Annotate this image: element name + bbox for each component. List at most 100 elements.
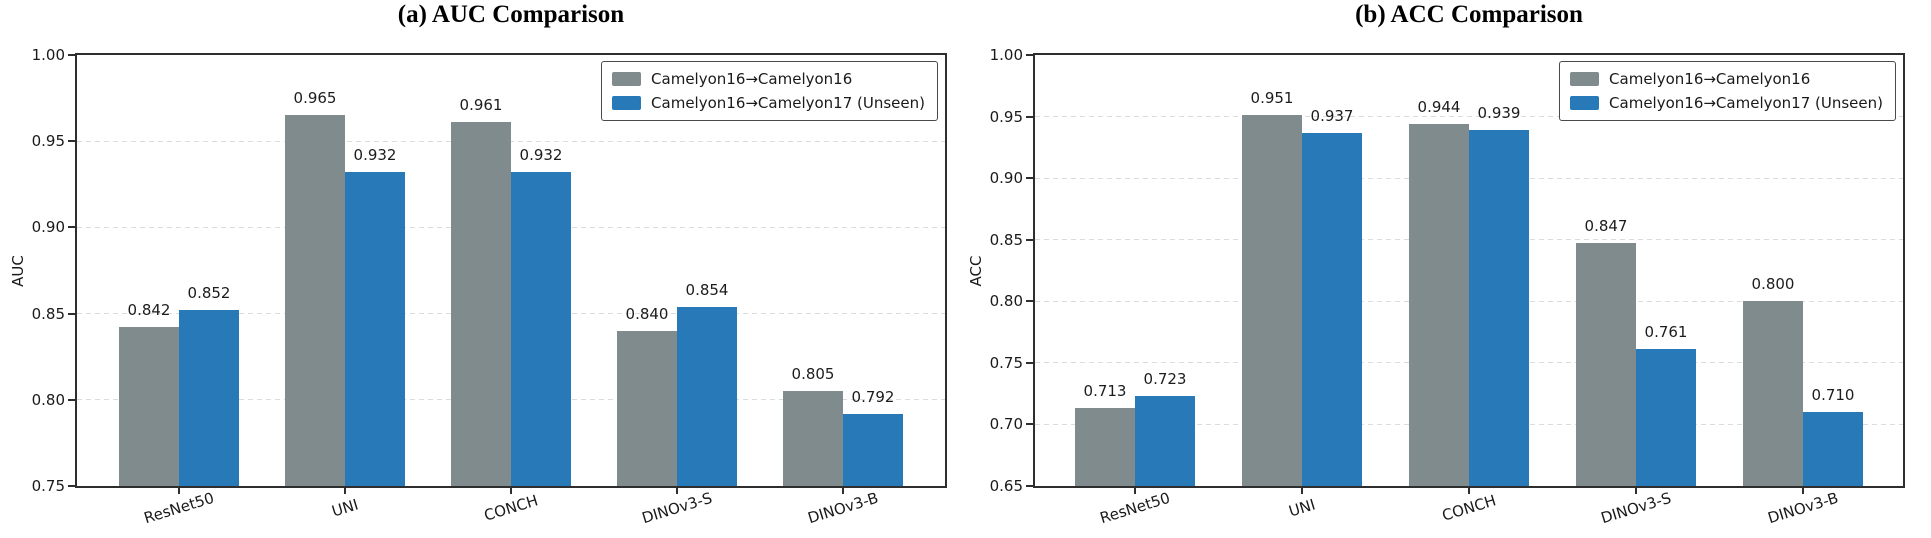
legend-label: Camelyon16→Camelyon16 xyxy=(651,70,853,88)
bar-value-label: 0.847 xyxy=(1584,217,1628,236)
bar-value-label: 0.932 xyxy=(519,146,563,165)
bar xyxy=(1576,243,1636,486)
x-category-label: ResNet50 xyxy=(1097,488,1173,528)
x-category-label: ResNet50 xyxy=(141,488,217,528)
legend-item: Camelyon16→Camelyon17 (Unseen) xyxy=(1570,94,1883,112)
x-category-label: UNI xyxy=(329,495,361,521)
bar xyxy=(1242,115,1302,486)
y-tick-label: 0.90 xyxy=(989,169,1023,188)
y-tick-label: 0.85 xyxy=(31,304,65,323)
x-tick-mark xyxy=(842,488,844,494)
legend-item: Camelyon16→Camelyon16 xyxy=(1570,70,1883,88)
y-tick-mark xyxy=(68,226,75,229)
bar-value-label: 0.961 xyxy=(459,96,503,115)
legend-label: Camelyon16→Camelyon17 (Unseen) xyxy=(651,94,925,112)
y-tick-label: 0.65 xyxy=(989,477,1023,495)
bar-value-label: 0.761 xyxy=(1644,323,1688,342)
legend-item: Camelyon16→Camelyon17 (Unseen) xyxy=(612,94,925,112)
x-tick-mark xyxy=(510,488,512,494)
bar-value-label: 0.800 xyxy=(1751,275,1795,294)
bar xyxy=(1135,396,1195,486)
y-tick-mark xyxy=(1026,238,1033,241)
legend-item: Camelyon16→Camelyon16 xyxy=(612,70,925,88)
gridline xyxy=(1035,116,1903,118)
bar xyxy=(843,413,903,486)
y-tick-mark xyxy=(68,398,75,401)
legend-label: Camelyon16→Camelyon16 xyxy=(1609,70,1811,88)
bar xyxy=(783,391,843,486)
bar xyxy=(451,122,511,486)
y-tick-label: 0.95 xyxy=(31,132,65,151)
y-tick-mark xyxy=(1026,485,1033,487)
y-tick-mark xyxy=(1026,361,1033,364)
legend-swatch xyxy=(1570,72,1600,86)
x-category-label: CONCH xyxy=(1439,491,1499,525)
y-tick-mark xyxy=(1026,115,1033,118)
x-category-label: DINOv3-B xyxy=(805,488,881,528)
bar-value-label: 0.805 xyxy=(791,365,835,384)
x-category-label: CONCH xyxy=(481,491,541,525)
panel-acc-comparison: (b) ACC Comparison ACC 1.00 0.95 0.90 0.85 0… xyxy=(965,0,1931,538)
bar xyxy=(179,310,239,486)
y-tick-mark xyxy=(1026,54,1033,56)
bar-value-label: 0.713 xyxy=(1083,382,1127,401)
y-tick-label: 0.90 xyxy=(31,218,65,237)
x-category-label: DINOv3-B xyxy=(1765,488,1841,528)
x-tick-mark xyxy=(676,488,678,494)
legend-swatch xyxy=(612,96,642,110)
x-tick-mark xyxy=(1134,488,1136,494)
bar xyxy=(1075,408,1135,486)
y-tick-label: 0.80 xyxy=(31,390,65,409)
y-tick-label: 0.85 xyxy=(989,230,1023,249)
y-tick-label: 0.95 xyxy=(989,107,1023,126)
legend-label: Camelyon16→Camelyon17 (Unseen) xyxy=(1609,94,1883,112)
bar xyxy=(511,172,571,486)
bar-value-label: 0.965 xyxy=(293,89,337,108)
bar xyxy=(1803,412,1863,486)
bar-value-label: 0.854 xyxy=(685,280,729,299)
bar xyxy=(1743,301,1803,486)
bar-value-label: 0.944 xyxy=(1417,97,1461,116)
x-tick-mark xyxy=(178,488,180,494)
x-tick-mark xyxy=(1301,488,1303,494)
y-axis-label: AUC xyxy=(9,254,27,287)
y-tick-label: 0.80 xyxy=(989,292,1023,311)
y-tick-mark xyxy=(68,140,75,143)
legend: Camelyon16→Camelyon16 Camelyon16→Camelyon… xyxy=(601,61,938,121)
y-tick-mark xyxy=(68,485,75,487)
x-tick-mark xyxy=(1802,488,1804,494)
bar xyxy=(1469,130,1529,486)
x-category-label: DINOv3-S xyxy=(1598,488,1674,528)
legend-swatch xyxy=(1570,96,1600,110)
bar xyxy=(119,327,179,486)
chart-title: (b) ACC Comparison xyxy=(1355,1,1583,28)
y-tick-label: 1.00 xyxy=(989,46,1023,64)
bar xyxy=(345,172,405,486)
bar-value-label: 0.937 xyxy=(1310,106,1354,125)
y-tick-mark xyxy=(1026,177,1033,180)
bar-value-label: 0.792 xyxy=(851,387,895,406)
panel-auc-comparison: (a) AUC Comparison AUC 1.00 0.95 0.90 0.85 0… xyxy=(0,0,965,538)
x-category-label: UNI xyxy=(1286,495,1318,521)
y-tick-label: 0.75 xyxy=(989,353,1023,372)
bar-value-label: 0.842 xyxy=(127,301,171,320)
bar xyxy=(1636,349,1696,486)
bar xyxy=(1302,132,1362,486)
x-category-label: DINOv3-S xyxy=(639,488,715,528)
gridline xyxy=(77,140,945,142)
bar xyxy=(617,330,677,486)
y-tick-mark xyxy=(1026,423,1033,426)
chart-title: (a) AUC Comparison xyxy=(397,1,625,28)
bar-value-label: 0.951 xyxy=(1250,89,1294,108)
bar xyxy=(1409,123,1469,486)
y-tick-mark xyxy=(68,54,75,56)
x-tick-mark xyxy=(1468,488,1470,494)
y-tick-label: 1.00 xyxy=(31,46,65,64)
y-tick-mark xyxy=(1026,300,1033,303)
legend: Camelyon16→Camelyon16 Camelyon16→Camelyon… xyxy=(1559,61,1896,121)
bar-value-label: 0.710 xyxy=(1811,386,1855,405)
bar xyxy=(285,115,345,486)
y-tick-label: 0.75 xyxy=(31,477,65,495)
bar-value-label: 0.939 xyxy=(1477,104,1521,123)
